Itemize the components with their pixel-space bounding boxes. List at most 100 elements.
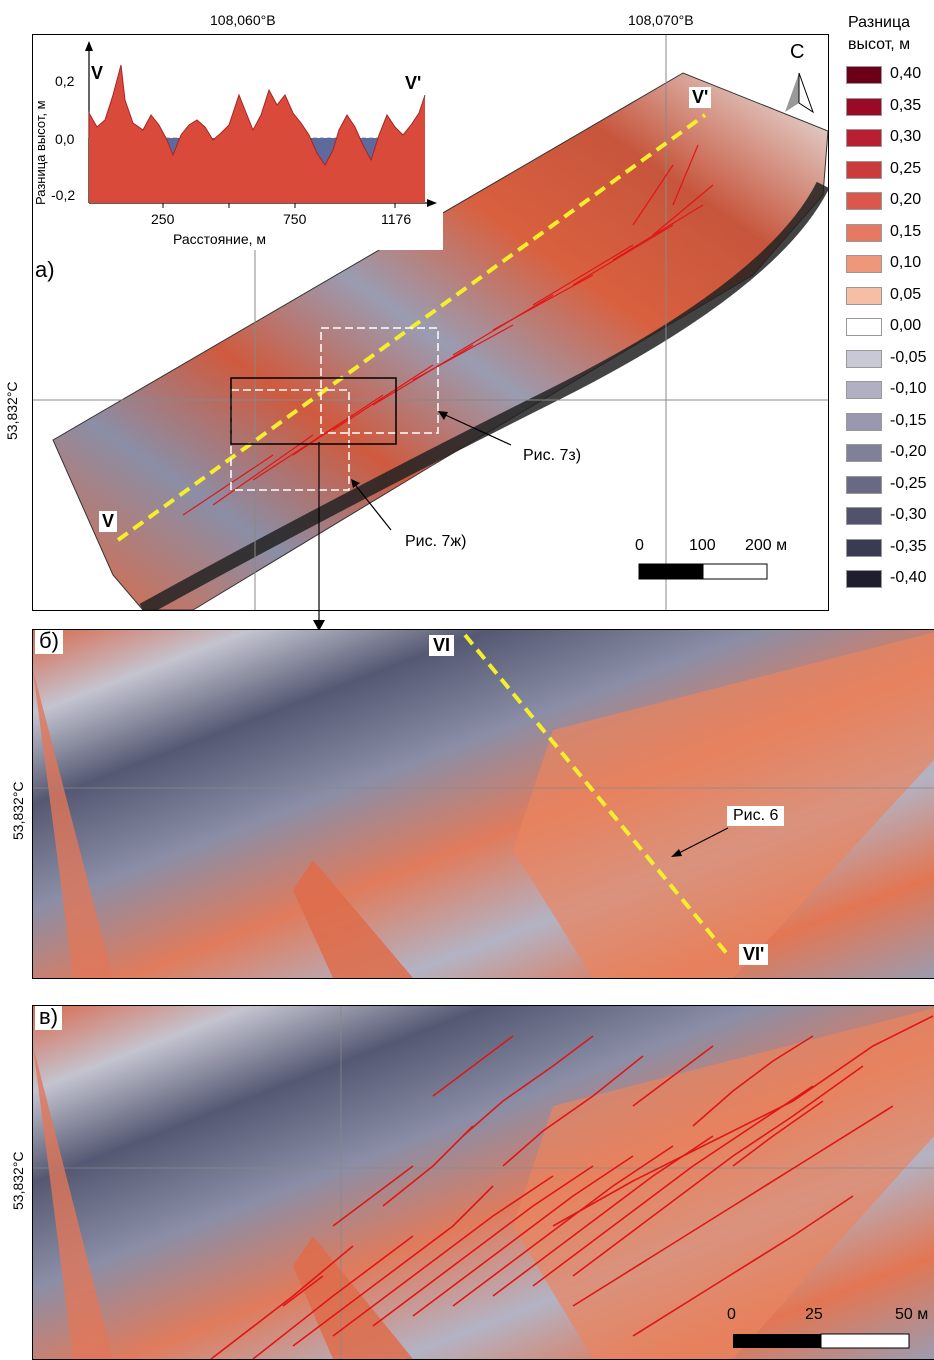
inset-start-label: V xyxy=(91,63,104,83)
scale-bar-white xyxy=(702,563,768,580)
inset-profile: Разница высот, м 0,2 0,0 -0,2 250 750 11… xyxy=(33,35,443,250)
inset-profile-svg xyxy=(85,41,437,208)
callout-arrowhead-fig6 xyxy=(671,849,682,857)
legend-item: -0,05 xyxy=(846,348,934,370)
panel-a-map: Разница высот, м 0,2 0,0 -0,2 250 750 11… xyxy=(32,34,829,611)
legend-label: -0,30 xyxy=(890,506,927,523)
fault-lines-c xyxy=(210,1015,934,1359)
legend-title: Разница высот, м xyxy=(848,12,934,56)
inset-ytick-1: 0,2 xyxy=(55,73,75,89)
legend-item: 0,05 xyxy=(846,285,934,307)
legend-item: 0,15 xyxy=(846,222,934,244)
legend-title-line2: высот, м xyxy=(848,36,911,53)
inset-xtick-3: 1176 xyxy=(381,211,412,227)
legend-label: -0,10 xyxy=(890,380,927,397)
legend-swatch xyxy=(846,66,882,84)
legend-item: -0,10 xyxy=(846,379,934,401)
callout-fig6: Рис. 6 xyxy=(727,806,785,826)
legend-item: 0,00 xyxy=(846,316,934,338)
legend-title-line1: Разница xyxy=(848,14,911,31)
callout-arrow-fig6 xyxy=(674,827,729,856)
lat-tick-c: 53,832°С xyxy=(10,1151,26,1210)
ridge-c-2 xyxy=(293,1236,413,1359)
extent-box-b xyxy=(230,377,397,445)
legend-item: -0,35 xyxy=(846,537,934,559)
legend: Разница высот, м 0,40 0,35 0,30 0,25 0,20 0,1… xyxy=(832,0,934,610)
legend-label: -0,25 xyxy=(890,474,927,492)
profile-start-vi: VI xyxy=(429,635,455,656)
legend-label: 0,20 xyxy=(890,191,922,208)
scale-bar-c-black xyxy=(733,1334,821,1348)
legend-item: -0,30 xyxy=(846,505,934,527)
legend-item: 0,35 xyxy=(846,96,934,118)
legend-item: 0,25 xyxy=(846,159,934,181)
callout-arrowhead-7zh xyxy=(351,479,360,488)
legend-swatch xyxy=(846,538,882,557)
inset-xlabel: Расстояние, м xyxy=(173,231,267,247)
north-arrow-icon xyxy=(785,73,799,112)
scale-bar-black xyxy=(639,564,703,579)
legend-label: 0,10 xyxy=(890,254,922,271)
connector-arrow-icon xyxy=(313,442,325,631)
legend-item: -0,15 xyxy=(846,411,934,433)
inset-ytick-3: -0,2 xyxy=(51,187,76,203)
scale-c-label-0: 0 xyxy=(727,1306,736,1323)
legend-swatch xyxy=(846,412,882,431)
lat-tick-a: 53,832°С xyxy=(4,381,20,440)
legend-label: -0,35 xyxy=(890,537,927,555)
legend-swatch xyxy=(846,570,882,588)
legend-swatch xyxy=(846,160,882,179)
profile-start-v: V xyxy=(99,511,118,532)
panel-b-label: б) xyxy=(35,630,63,654)
panel-c-map: в) 0 25 50 м xyxy=(32,1005,934,1360)
ridge-c-3 xyxy=(513,1008,934,1359)
legend-label: 0,15 xyxy=(890,222,922,240)
legend-item: -0,40 xyxy=(846,568,934,590)
legend-label: 0,40 xyxy=(890,65,922,82)
legend-swatch xyxy=(846,192,882,210)
callout-arrow-7z xyxy=(440,412,512,446)
ridge-b-1 xyxy=(33,670,113,978)
scale-label-100: 100 xyxy=(689,537,716,554)
scale-bar-c-white xyxy=(820,1333,910,1349)
panel-c-svg xyxy=(33,1006,934,1359)
north-label: С xyxy=(790,41,805,63)
legend-swatch xyxy=(846,97,882,116)
ridge-c-1 xyxy=(33,1046,113,1359)
legend-swatch xyxy=(846,318,882,336)
legend-swatch xyxy=(846,255,882,273)
legend-label: -0,15 xyxy=(890,411,927,429)
extent-box-7z xyxy=(320,327,439,434)
legend-swatch xyxy=(846,286,882,305)
inset-xtick-1: 250 xyxy=(151,211,175,227)
panel-b-svg xyxy=(33,630,934,978)
legend-swatch xyxy=(846,507,882,525)
legend-label: 0,00 xyxy=(890,317,922,334)
legend-label: -0,05 xyxy=(890,348,927,366)
callout-7z: Рис. 7з) xyxy=(523,447,582,464)
legend-label: 0,30 xyxy=(890,128,922,145)
inset-ylabel: Разница высот, м xyxy=(33,100,48,205)
north-arrow-icon-right xyxy=(798,72,814,114)
lon-tick-2: 108,070°В xyxy=(628,12,694,28)
legend-label: -0,20 xyxy=(890,443,927,460)
inset-xtick-2: 750 xyxy=(283,211,307,227)
legend-swatch xyxy=(846,223,882,242)
legend-label: 0,35 xyxy=(890,96,922,114)
panel-a-svg xyxy=(33,35,828,610)
ridge-b-2 xyxy=(293,860,413,978)
legend-label: 0,25 xyxy=(890,159,922,177)
legend-item: 0,40 xyxy=(846,64,934,86)
profile-end-vi: VI' xyxy=(739,944,769,965)
legend-swatch xyxy=(846,381,882,399)
panel-c-label: в) xyxy=(35,1006,63,1030)
profile-end-v: V' xyxy=(689,87,712,108)
legend-swatch xyxy=(846,129,882,147)
scale-c-label-50: 50 м xyxy=(895,1306,929,1323)
legend-item: -0,20 xyxy=(846,442,934,464)
legend-label: 0,05 xyxy=(890,285,922,303)
callout-7zh: Рис. 7ж) xyxy=(405,533,467,550)
legend-item: 0,10 xyxy=(846,253,934,275)
panel-b-map: б) VI VI' Рис. 6 xyxy=(32,629,934,979)
legend-label: -0,40 xyxy=(890,569,927,586)
